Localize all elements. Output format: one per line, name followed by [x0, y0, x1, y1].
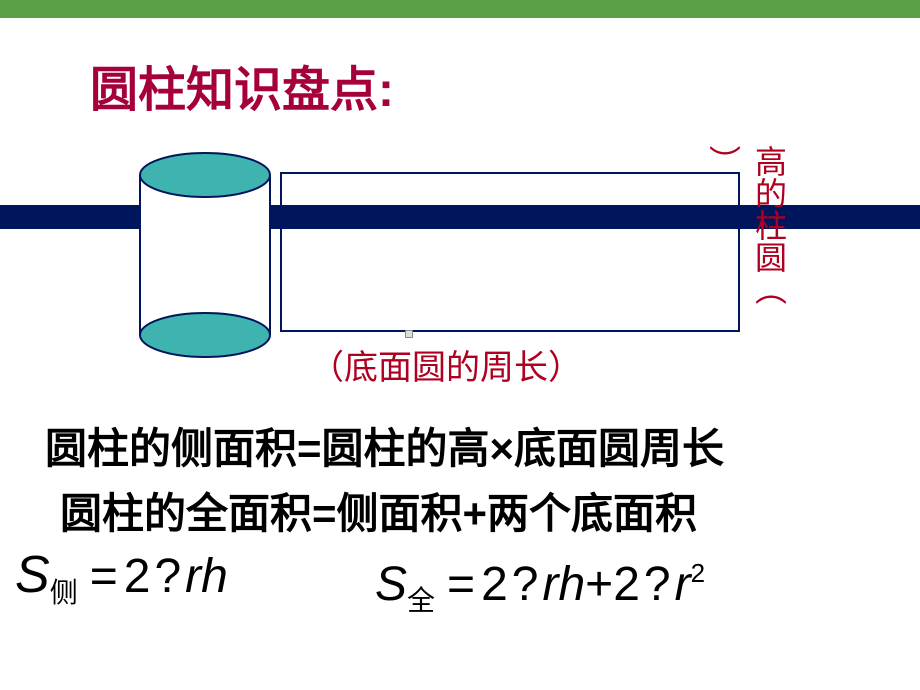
exponent-2: 2 [691, 558, 705, 589]
lateral-area-text: 圆柱的侧面积=圆柱的高×底面圆周长 [45, 415, 724, 476]
equals-sign: = [447, 557, 475, 612]
equals-sign: = [90, 549, 118, 604]
cylinder-diagram [130, 145, 280, 365]
variable-r: r [675, 557, 691, 612]
variables-rh: rh [185, 549, 228, 604]
subscript-side: 侧 [50, 571, 78, 611]
unfolded-lateral-rectangle [280, 172, 740, 332]
page-title: 圆柱知识盘点: [90, 50, 394, 120]
number-2: 2 [613, 557, 640, 612]
height-label-vertical: 高的柱圆（ ） [726, 145, 766, 345]
formula-row: S 侧 = 2 ? rh S 全 = 2 ? rh + 2 ? r 2 [15, 545, 915, 635]
number-2: 2 [481, 557, 508, 612]
unknown-symbol: ? [644, 557, 671, 612]
symbol-S: S [15, 545, 50, 605]
symbol-S: S [375, 557, 407, 612]
circumference-label: （底面圆的周长） [310, 340, 582, 389]
small-marker-dot [405, 330, 413, 338]
slide-page: 圆柱知识盘点: 高的柱圆（ ） （底面圆的周长） 圆柱的侧面积=圆柱的高×底面圆… [0, 0, 920, 690]
top-green-strip [0, 0, 920, 18]
plus-sign: + [585, 557, 613, 612]
variables-rh: rh [542, 557, 585, 612]
unknown-symbol: ? [512, 557, 539, 612]
cylinder-top-ellipse [140, 153, 270, 197]
total-area-text: 圆柱的全面积=侧面积+两个底面积 [60, 480, 697, 541]
unknown-symbol: ? [154, 549, 181, 604]
lateral-area-formula: S 侧 = 2 ? rh [15, 545, 228, 605]
cylinder-bottom-ellipse [140, 313, 270, 357]
subscript-total: 全 [407, 579, 435, 619]
number-2: 2 [124, 549, 151, 604]
total-area-formula: S 全 = 2 ? rh + 2 ? r 2 [375, 557, 705, 612]
